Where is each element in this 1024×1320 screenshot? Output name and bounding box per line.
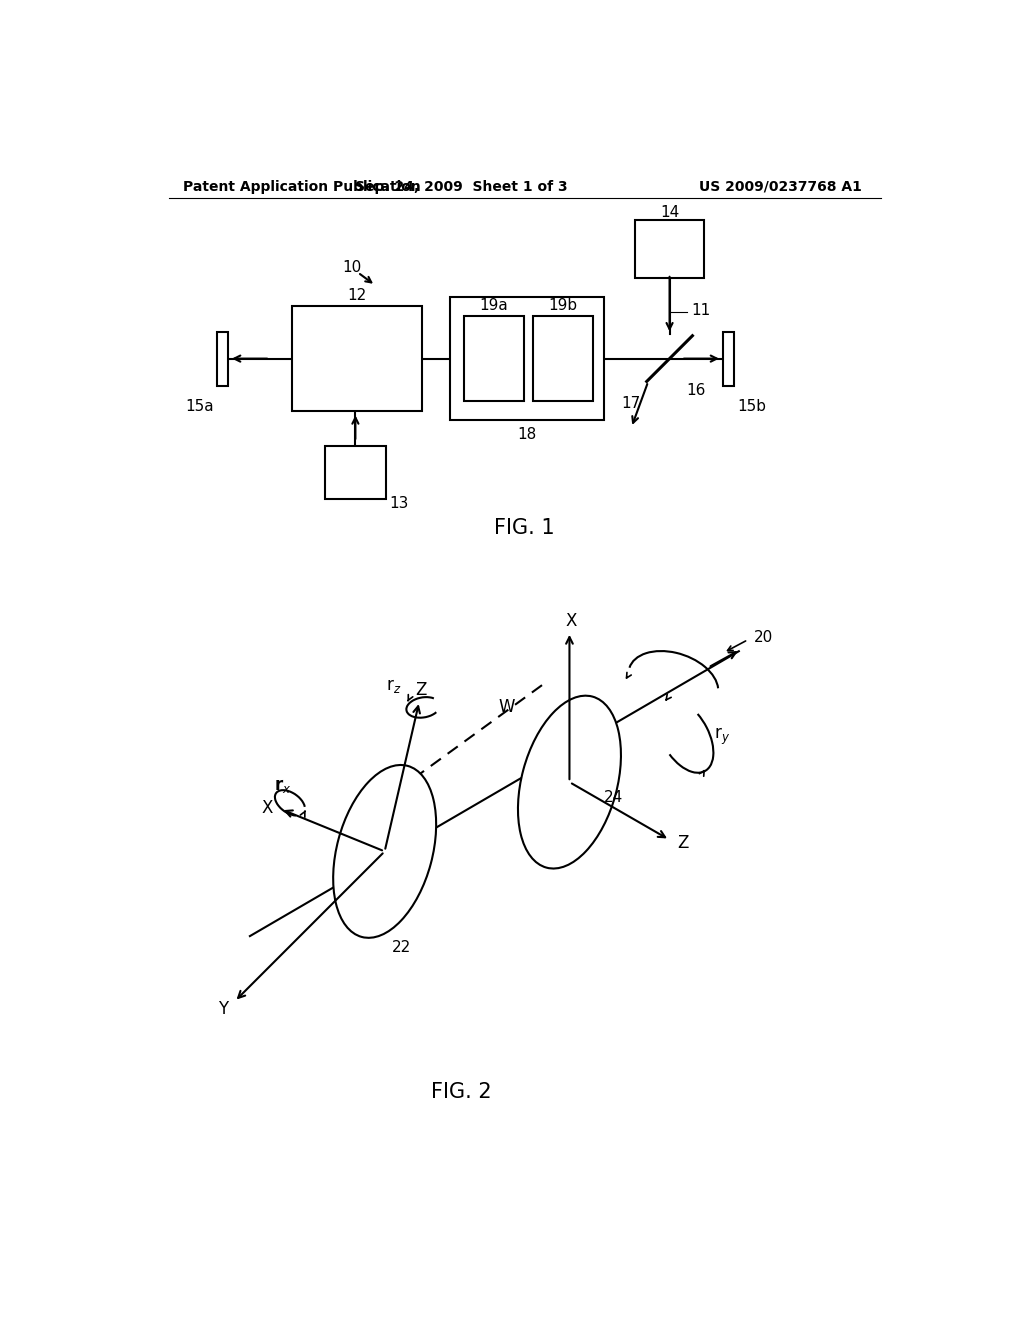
Text: 12: 12 — [347, 288, 367, 304]
Text: 13: 13 — [389, 496, 409, 511]
Text: FIG. 1: FIG. 1 — [495, 517, 555, 539]
Text: US 2009/0237768 A1: US 2009/0237768 A1 — [699, 180, 862, 194]
Text: Sep. 24, 2009  Sheet 1 of 3: Sep. 24, 2009 Sheet 1 of 3 — [355, 180, 568, 194]
Text: X: X — [262, 799, 273, 817]
Bar — [217, 331, 227, 385]
Text: 10: 10 — [343, 260, 361, 276]
Text: r$_z$: r$_z$ — [386, 677, 401, 694]
Text: 15b: 15b — [737, 400, 766, 414]
Bar — [464, 317, 524, 401]
Text: 11: 11 — [691, 304, 711, 318]
Text: 16: 16 — [686, 383, 706, 399]
Text: 17: 17 — [622, 396, 641, 411]
Bar — [292, 306, 422, 411]
Text: Z: Z — [415, 681, 427, 700]
Bar — [325, 446, 386, 499]
Text: W: W — [498, 698, 515, 717]
Text: 20: 20 — [755, 630, 773, 645]
Text: 15a: 15a — [185, 400, 214, 414]
Bar — [724, 331, 734, 385]
Ellipse shape — [333, 766, 436, 937]
Text: FIG. 2: FIG. 2 — [431, 1081, 492, 1102]
Bar — [635, 220, 705, 277]
Text: 18: 18 — [517, 426, 537, 442]
Bar — [534, 317, 593, 401]
Text: 22: 22 — [392, 940, 412, 956]
Text: Patent Application Publication: Patent Application Publication — [183, 180, 421, 194]
Text: 19a: 19a — [479, 298, 508, 313]
Text: 14: 14 — [659, 205, 679, 220]
Text: 19b: 19b — [549, 298, 578, 313]
Text: r$_y$: r$_y$ — [714, 725, 730, 747]
Text: X: X — [565, 612, 577, 630]
Ellipse shape — [518, 696, 621, 869]
Text: 24: 24 — [604, 789, 624, 805]
Bar — [451, 297, 604, 420]
Text: Z: Z — [677, 834, 688, 851]
Text: Y: Y — [218, 1001, 228, 1018]
Text: r$_x$: r$_x$ — [273, 777, 291, 795]
